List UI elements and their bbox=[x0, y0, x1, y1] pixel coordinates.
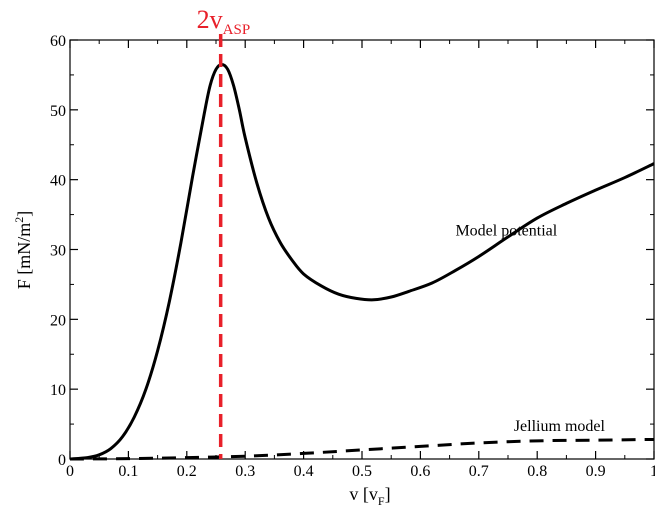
x-axis: 0 0.1 0.2 0.3 0.4 0.5 0.6 0.7 0.8 0.9 1 bbox=[66, 40, 655, 480]
annotation-model-potential: Model potential bbox=[455, 223, 557, 240]
series-model-potential bbox=[69, 62, 655, 461]
x-tick-label: 0 bbox=[66, 463, 74, 480]
y-tick-label: 50 bbox=[50, 103, 66, 120]
x-tick-label: 0.1 bbox=[118, 463, 138, 480]
y-tick-label: 40 bbox=[50, 173, 66, 190]
vline-label: 2vASP bbox=[197, 5, 251, 38]
x-tick-label: 1 bbox=[650, 463, 655, 480]
annotation-jellium-model: Jellium model bbox=[514, 418, 606, 435]
x-tick-label: 0.6 bbox=[410, 463, 430, 480]
y-tick-label: 0 bbox=[58, 452, 66, 469]
y-axis-title: F [mN/m2] bbox=[12, 211, 34, 290]
x-tick-label: 0.9 bbox=[586, 463, 606, 480]
x-tick-label: 0.3 bbox=[235, 463, 255, 480]
x-tick-label: 0.5 bbox=[352, 463, 372, 480]
plot-frame bbox=[69, 39, 655, 460]
x-tick-label: 0.8 bbox=[527, 463, 547, 480]
y-tick-label: 60 bbox=[50, 33, 66, 50]
x-tick-label: 0.2 bbox=[177, 463, 197, 480]
x-tick-label: 0.7 bbox=[469, 463, 489, 480]
x-axis-title: v [vF] bbox=[349, 484, 390, 508]
y-tick-label: 10 bbox=[50, 382, 66, 399]
y-tick-label: 20 bbox=[50, 312, 66, 329]
curves-layer bbox=[69, 62, 655, 461]
x-tick-label: 0.4 bbox=[294, 463, 314, 480]
y-axis: 0 10 20 30 40 50 60 bbox=[50, 33, 654, 469]
series-jellium-model bbox=[69, 437, 655, 461]
y-tick-label: 30 bbox=[50, 243, 66, 260]
